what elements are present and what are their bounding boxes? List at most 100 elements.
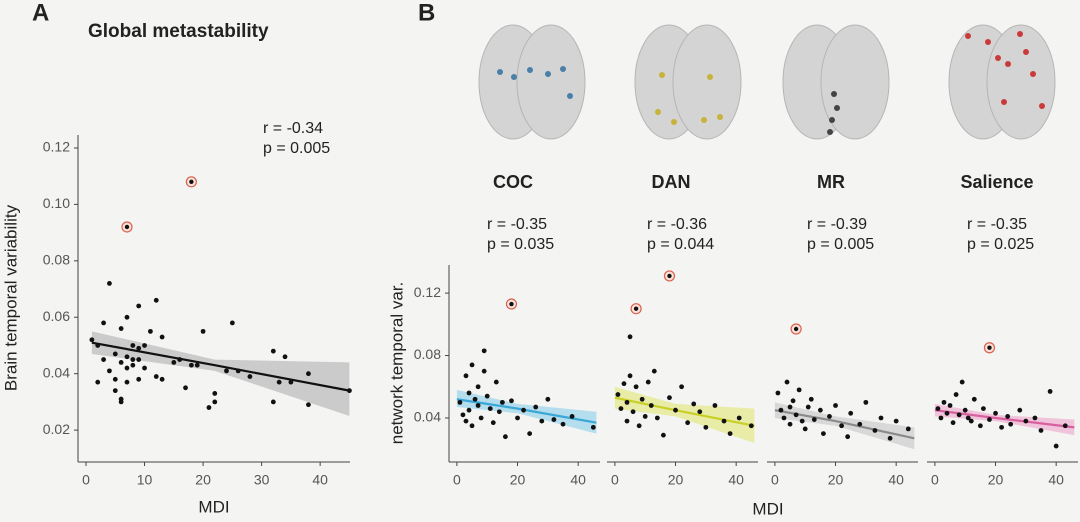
outlier-point [633,306,639,311]
brain-salience [948,24,1056,140]
point [107,281,112,286]
y-axis-label: Brain temporal variability [1,204,20,391]
point [999,424,1004,430]
annotation: r = -0.34 [263,120,323,137]
point [521,407,526,413]
point [679,384,684,390]
brain-mr [782,24,890,140]
point [481,368,487,374]
y-tick-label: 0.02 [43,421,70,437]
point [787,404,793,410]
fit-line [934,409,1075,429]
point [463,418,469,424]
point [509,398,514,404]
point [1023,418,1029,424]
point [615,392,621,397]
point [499,399,505,405]
x-tick-label: 20 [195,472,211,488]
x-tick-label: 20 [510,472,526,488]
y-tick-label: 0.04 [43,364,70,380]
point [857,421,863,427]
point [101,320,106,326]
point [229,320,235,326]
fit-line [456,398,597,424]
point [469,423,475,429]
point [893,418,899,424]
x-tick-label: 0 [931,472,939,488]
point [112,388,118,394]
point [463,373,469,379]
chart-title: Global metastability [88,21,269,42]
point [820,431,826,436]
point [457,399,463,405]
point [633,384,639,390]
point [112,351,118,357]
x-tick-label: 0 [611,472,619,488]
outlier-point [793,326,799,332]
point [621,381,627,387]
panel-label: A [32,0,49,26]
point [636,423,642,429]
point [95,343,101,348]
point [159,334,165,340]
point [645,379,651,385]
point [905,426,911,432]
point [977,423,983,429]
point [306,371,311,377]
point [950,420,956,426]
point [1008,421,1014,427]
x-tick-label: 40 [888,472,904,488]
point [827,414,832,419]
point [148,328,153,334]
outlier-point [667,273,672,279]
point [697,409,703,415]
point [142,365,147,371]
point [802,426,808,432]
point [475,384,481,390]
annotation: r = -0.36 [647,216,707,233]
point [481,348,487,354]
point [959,379,965,385]
outlier-point [987,345,992,350]
point [496,409,502,415]
point [808,396,814,402]
point [651,368,657,374]
annotation: r = -0.35 [967,216,1027,233]
outlier-point [509,301,514,307]
x-tick-label: 40 [570,472,586,488]
point [183,385,188,391]
x-axis-label: MDI [198,497,229,516]
x-axis-label: MDI [752,499,783,518]
panel-label: B [418,0,435,26]
y-tick-label: 0.10 [43,195,70,211]
point [475,403,481,408]
point [590,424,596,430]
point [282,354,288,360]
point [993,410,998,416]
point [118,360,124,365]
x-tick-label: 30 [254,472,270,488]
point [551,417,557,422]
x-tick-label: 40 [728,472,744,488]
point [775,390,781,396]
point [130,343,136,348]
x-tick-label: 10 [137,472,153,488]
point [569,414,575,419]
point [484,393,490,399]
point [1047,389,1053,394]
point [965,415,971,421]
network-title: MR [817,172,845,192]
point [159,376,165,382]
point [124,365,130,371]
point [971,396,977,402]
point [212,399,218,405]
point [941,399,947,405]
point [206,405,212,410]
point [811,417,817,422]
point [790,398,796,404]
point [306,402,311,408]
point [130,362,136,368]
point [469,362,475,368]
point [95,379,101,385]
